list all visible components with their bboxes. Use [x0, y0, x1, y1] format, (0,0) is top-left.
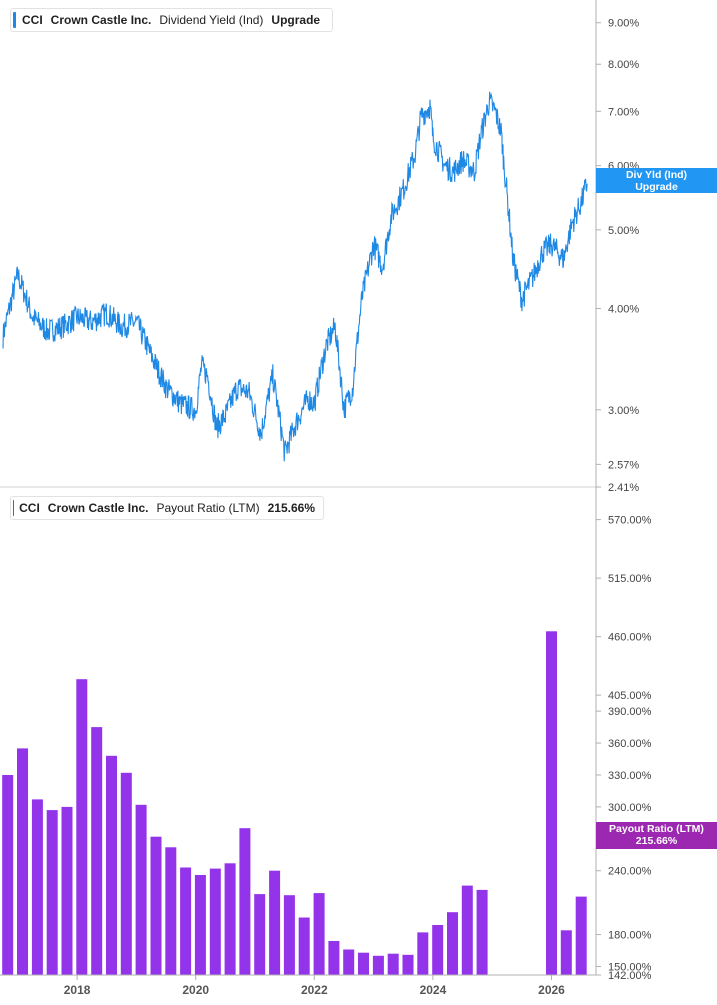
payout-bar [76, 679, 88, 975]
payout-bar [194, 875, 206, 975]
badge-line1: Payout Ratio (LTM) [609, 823, 704, 835]
payout-bar [61, 806, 73, 975]
y-tick-label: 7.00% [608, 106, 639, 118]
y-tick-label: 405.00% [608, 690, 652, 702]
payout-bar [560, 930, 572, 975]
payout-bar [372, 955, 384, 975]
payout-bar [209, 868, 221, 975]
payout-bar [2, 775, 14, 975]
payout-bar [546, 631, 557, 975]
badge-line2: Upgrade [635, 181, 678, 193]
y-tick-label: 2.41% [608, 482, 639, 494]
payout-bar [358, 952, 369, 975]
y-tick-label: 2.57% [608, 459, 639, 471]
payout-bar [165, 847, 177, 975]
payout-bar [387, 953, 399, 975]
x-tick-label: 2024 [420, 983, 447, 997]
y-tick-label: 240.00% [608, 866, 652, 878]
payout-bar [91, 727, 103, 975]
legend-company: Crown Castle Inc. [50, 13, 152, 27]
payout-bar [46, 810, 58, 975]
x-tick-label: 2020 [182, 983, 209, 997]
y-tick-label: 142.00% [608, 970, 652, 982]
payout-bar [328, 941, 340, 975]
payout-bar [298, 917, 310, 975]
legend-company: Crown Castle Inc. [47, 501, 149, 515]
x-tick-label: 2026 [538, 983, 565, 997]
yield-price-badge[interactable]: Div Yld (Ind) Upgrade [596, 168, 717, 193]
legend-metric: Payout Ratio (LTM) [156, 501, 260, 515]
payout-bar [402, 954, 414, 975]
y-tick-label: 180.00% [608, 930, 652, 942]
payout-bar [575, 896, 587, 975]
legend-current-value: 215.66% [267, 501, 315, 515]
payout-bar [476, 889, 488, 975]
y-tick-label: 360.00% [608, 738, 652, 750]
payout-bar [283, 895, 295, 975]
payout-bar [313, 893, 325, 975]
y-tick-label: 390.00% [608, 706, 652, 718]
y-tick-label: 460.00% [608, 632, 652, 644]
dividend-yield-line-layer [2, 91, 588, 462]
payout-bar [461, 885, 473, 975]
payout-bar [17, 748, 28, 975]
payout-price-badge[interactable]: Payout Ratio (LTM) 215.66% [596, 822, 717, 849]
payout-bar [135, 804, 147, 975]
payout-bar [150, 836, 162, 975]
y-tick-label: 570.00% [608, 515, 652, 527]
bottom-legend[interactable]: CCI Crown Castle Inc. Payout Ratio (LTM)… [10, 496, 324, 520]
x-tick-label: 2018 [64, 983, 91, 997]
legend-ticker: CCI [19, 501, 40, 515]
x-tick-label: 2022 [301, 983, 328, 997]
payout-bar [269, 870, 281, 975]
payout-bar [224, 863, 236, 975]
payout-bar-layer [2, 631, 587, 975]
payout-bar [254, 894, 266, 975]
payout-bar [447, 912, 458, 975]
badge-line2: 215.66% [635, 835, 678, 847]
payout-bar [417, 932, 429, 975]
dividend-yield-line [2, 91, 588, 462]
y-tick-label: 515.00% [608, 573, 652, 585]
payout-bar [180, 867, 192, 975]
yield-legend-swatch [13, 12, 16, 28]
y-tick-label: 330.00% [608, 770, 652, 782]
legend-metric: Dividend Yield (Ind) [159, 13, 264, 27]
payout-bar [239, 828, 251, 975]
legend-ticker: CCI [22, 13, 43, 27]
payout-bar [343, 949, 355, 975]
y-tick-label: 3.00% [608, 405, 639, 417]
payout-bar [106, 755, 117, 975]
top-legend[interactable]: CCI Crown Castle Inc. Dividend Yield (In… [10, 8, 333, 32]
payout-bar [432, 925, 444, 975]
payout-bar [120, 772, 132, 975]
payout-bar [31, 799, 43, 975]
y-tick-label: 5.00% [608, 225, 639, 237]
y-tick-label: 150.00% [608, 961, 652, 973]
y-tick-label: 4.00% [608, 303, 639, 315]
legend-upgrade-link[interactable]: Upgrade [271, 13, 321, 27]
y-tick-label: 9.00% [608, 18, 639, 30]
badge-line1: Div Yld (Ind) [625, 169, 688, 181]
y-tick-label: 8.00% [608, 59, 639, 71]
y-tick-label: 300.00% [608, 802, 652, 814]
